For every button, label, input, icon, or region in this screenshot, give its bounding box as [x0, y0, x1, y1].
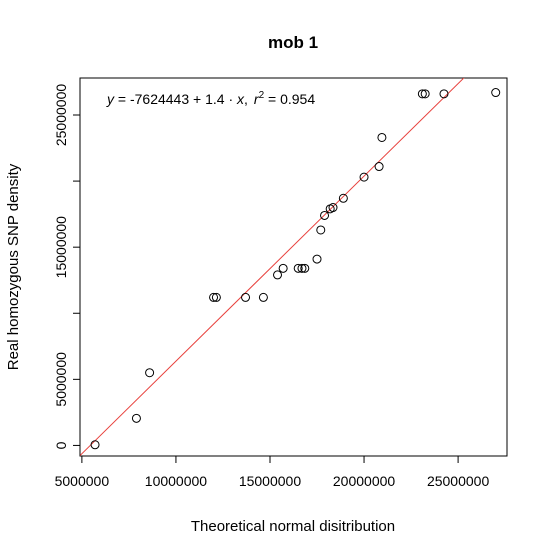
data-point: [320, 210, 330, 220]
y-tick-label: 15000000: [53, 216, 69, 279]
data-point: [316, 225, 326, 235]
x-tick-label: 20000000: [333, 473, 396, 489]
data-point: [258, 292, 268, 302]
eq-comma: ,: [244, 91, 248, 107]
data-point: [312, 254, 322, 264]
data-point: [417, 89, 427, 99]
data-point: [439, 89, 449, 99]
x-tick-label: 10000000: [145, 473, 208, 489]
data-point: [131, 413, 141, 423]
data-point: [374, 162, 384, 172]
data-point: [211, 292, 221, 302]
data-point: [338, 193, 348, 203]
data-point: [90, 440, 100, 450]
regression-line: [80, 78, 465, 456]
data-point: [297, 263, 307, 273]
chart-title: mob 1: [268, 33, 318, 52]
eq-equals: =: [114, 91, 130, 107]
x-tick-label: 5000000: [55, 473, 110, 489]
data-point: [209, 292, 219, 302]
data-point: [300, 263, 310, 273]
y-tick-label: 0: [53, 441, 69, 449]
eq-r-value: = 0.954: [264, 91, 315, 107]
data-point: [145, 368, 155, 378]
eq-x-label: x: [236, 91, 245, 107]
y-tick-label: 25000000: [53, 84, 69, 147]
eq-y-label: y: [106, 91, 115, 107]
data-point: [241, 292, 251, 302]
x-tick-label: 15000000: [239, 473, 302, 489]
data-point: [359, 172, 369, 182]
eq-r-sup: 2: [259, 90, 265, 101]
data-point: [420, 89, 430, 99]
y-tick-label: 5000000: [53, 352, 69, 407]
data-point: [293, 263, 303, 273]
data-point: [278, 263, 288, 273]
eq-r-label: r: [254, 91, 260, 107]
x-tick-label: 25000000: [427, 473, 490, 489]
x-axis-label: Theoretical normal disitribution: [191, 518, 395, 535]
regression-equation: y = -7624443 + 1.4 · x, r2 = 0.954: [106, 90, 315, 107]
data-point: [273, 270, 283, 280]
data-point: [377, 132, 387, 142]
data-point: [328, 203, 338, 213]
plot-box: [79, 77, 508, 457]
eq-body: -7624443 + 1.4 ·: [130, 91, 237, 107]
y-axis-label: Real homozygous SNP density: [5, 163, 22, 370]
data-point: [491, 88, 501, 98]
